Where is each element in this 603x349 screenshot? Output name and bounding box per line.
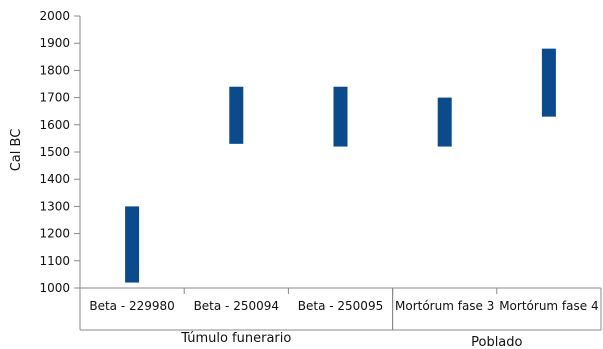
category-labels: Beta - 229980 Beta - 250094 Beta - 250095 M… <box>89 299 598 313</box>
y-axis-ticks: 1000 1100 1200 1300 1400 1500 1600 1700 1800 1900… <box>39 9 80 295</box>
y-tick-label: 1900 <box>39 36 70 50</box>
y-tick-label: 1700 <box>39 91 70 105</box>
group-label: Poblado <box>471 335 522 349</box>
y-tick-label: 1300 <box>39 199 70 213</box>
y-tick-label: 1600 <box>39 118 70 132</box>
y-tick-label: 1200 <box>39 227 70 241</box>
axes <box>79 16 602 294</box>
y-tick-label: 1500 <box>39 145 70 159</box>
range-bar <box>333 86 348 147</box>
group-label: Túmulo funerario <box>180 331 291 346</box>
range-bar <box>229 86 244 144</box>
range-bar <box>541 48 556 117</box>
bars <box>125 48 556 283</box>
group-labels: Túmulo funerario Poblado <box>79 288 602 349</box>
category-label: Beta - 250095 <box>298 299 383 313</box>
category-label: Beta - 250094 <box>194 299 279 313</box>
category-label: Mortórum fase 4 <box>499 299 598 313</box>
category-label: Mortórum fase 3 <box>395 299 494 313</box>
y-tick-label: 1000 <box>39 281 70 295</box>
y-tick-label: 2000 <box>39 9 70 23</box>
y-tick-label: 1100 <box>39 254 70 268</box>
y-tick-label: 1400 <box>39 172 70 186</box>
y-tick-label: 1800 <box>39 63 70 77</box>
range-bar <box>125 206 140 283</box>
range-bar <box>437 97 452 147</box>
category-label: Beta - 229980 <box>89 299 174 313</box>
y-axis-label: Cal BC <box>9 129 24 172</box>
